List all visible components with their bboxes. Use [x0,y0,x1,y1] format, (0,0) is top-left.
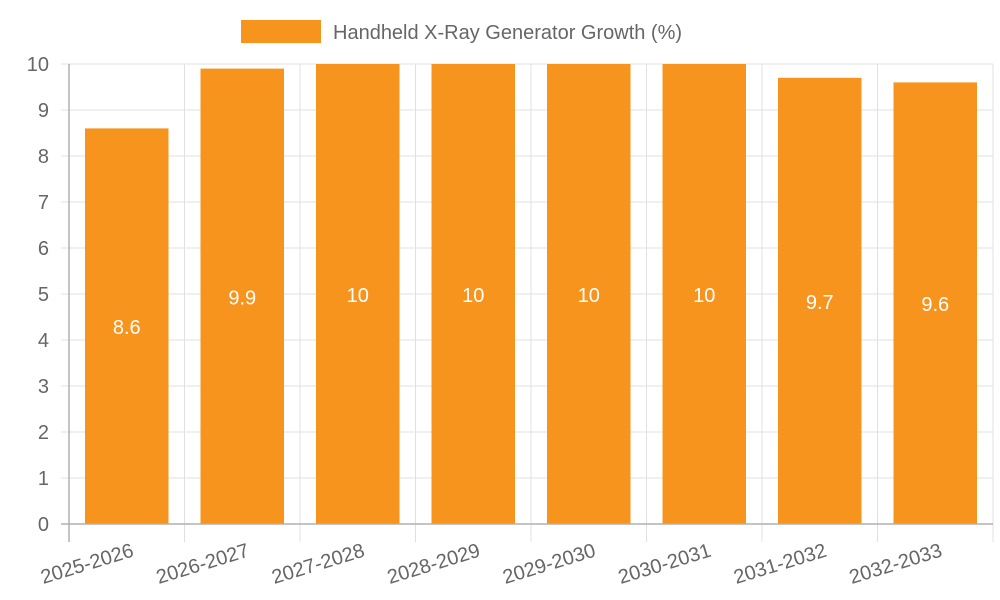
legend-swatch [241,20,321,43]
legend-label: Handheld X-Ray Generator Growth (%) [333,22,682,44]
data-label: 10 [578,285,600,307]
y-tick-label: 5 [38,284,49,306]
data-label: 9.6 [921,294,949,316]
x-tick-label: 2031-2032 [731,540,829,589]
bar [662,64,746,524]
data-label: 9.9 [228,287,256,309]
y-tick-label: 9 [38,100,49,122]
y-tick-label: 6 [38,238,49,260]
y-tick-label: 2 [38,422,49,444]
x-tick-label: 2027-2028 [269,540,367,589]
x-tick-label: 2029-2030 [500,540,598,589]
data-label: 9.7 [806,292,834,314]
x-tick-label: 2032-2033 [847,540,945,589]
bar [200,68,284,524]
bar [316,64,400,524]
y-tick-label: 3 [38,376,49,398]
x-tick-label: 2028-2029 [385,540,483,589]
bar [893,82,977,525]
data-label: 8.6 [113,317,141,339]
data-label: 10 [347,285,369,307]
data-label: 10 [693,285,715,307]
y-tick-label: 10 [27,54,49,76]
y-tick-label: 8 [38,146,49,168]
bar [431,64,515,524]
y-tick-label: 0 [38,514,49,536]
y-tick-label: 4 [38,330,49,352]
bars: 8.6 9.9 10 10 10 10 9.7 9.6 [85,64,977,525]
x-tick-label: 2026-2027 [154,540,252,589]
bar [778,77,862,525]
y-tick-label: 7 [38,192,49,214]
legend[interactable]: Handheld X-Ray Generator Growth (%) [241,20,682,44]
bar [547,64,631,524]
data-label: 10 [462,285,484,307]
x-tick-label: 2025-2026 [38,540,136,589]
bar [85,128,169,524]
y-tick-label: 1 [38,468,49,490]
x-tick-label: 2030-2031 [616,540,714,589]
